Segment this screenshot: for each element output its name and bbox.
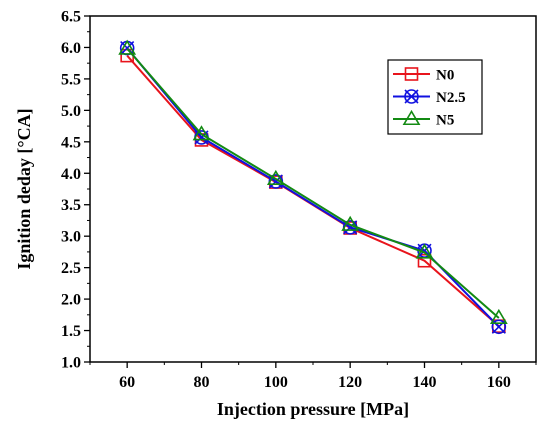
y-tick-label: 6.0 — [61, 40, 81, 57]
y-axis-title: Ignition deday [°CA] — [14, 108, 34, 269]
legend-label: N5 — [436, 113, 454, 129]
y-tick-label: 3.5 — [61, 197, 81, 214]
y-tick-label: 2.0 — [61, 292, 81, 309]
data-point — [417, 253, 432, 268]
data-point — [118, 39, 137, 55]
y-tick-label: 3.0 — [61, 229, 81, 246]
data-point — [341, 215, 360, 231]
x-tick-label: 60 — [119, 374, 135, 391]
y-tick-label: 4.5 — [61, 134, 81, 151]
y-tick-labels: 1.0 1.5 2.0 2.5 3.0 3.5 4.0 4.5 5.0 5.5 6.0 6.5 — [61, 9, 81, 372]
legend-marker — [402, 109, 421, 126]
y-tick-label: 5.0 — [61, 103, 81, 120]
legend-label: N0 — [436, 68, 454, 84]
x-tick-labels: 60 80 100 120 140 160 — [119, 374, 511, 391]
x-tick-label: 160 — [487, 374, 511, 391]
y-tick-label: 5.5 — [61, 71, 81, 88]
series-layer — [118, 39, 508, 335]
data-point — [192, 125, 211, 141]
y-tick-label: 1.5 — [61, 323, 81, 340]
y-tick-label: 1.0 — [61, 355, 81, 372]
legend-item: N2.5 — [393, 89, 466, 106]
data-point — [266, 169, 285, 185]
x-tick-label: 80 — [194, 374, 210, 391]
y-tick-label: 6.5 — [61, 9, 81, 26]
x-tick-label: 140 — [413, 374, 437, 391]
y-tick-label: 2.5 — [61, 260, 81, 277]
x-tick-label: 100 — [264, 374, 288, 391]
x-axis-title: Injection pressure [MPa] — [217, 399, 409, 419]
legend: N0 N2.5 N5 — [387, 59, 483, 135]
data-point — [489, 308, 508, 325]
series-n5 — [118, 39, 508, 325]
legend-marker — [404, 89, 419, 104]
legend-item: N0 — [393, 67, 454, 84]
x-tick-label: 120 — [338, 374, 362, 391]
legend-item: N5 — [393, 109, 454, 129]
y-tick-label: 4.0 — [61, 166, 81, 183]
plot-frame — [89, 15, 537, 363]
legend-marker — [404, 67, 419, 81]
legend-label: N2.5 — [436, 90, 466, 106]
data-point — [415, 243, 434, 259]
series-line — [126, 48, 500, 319]
data-point — [491, 319, 507, 335]
